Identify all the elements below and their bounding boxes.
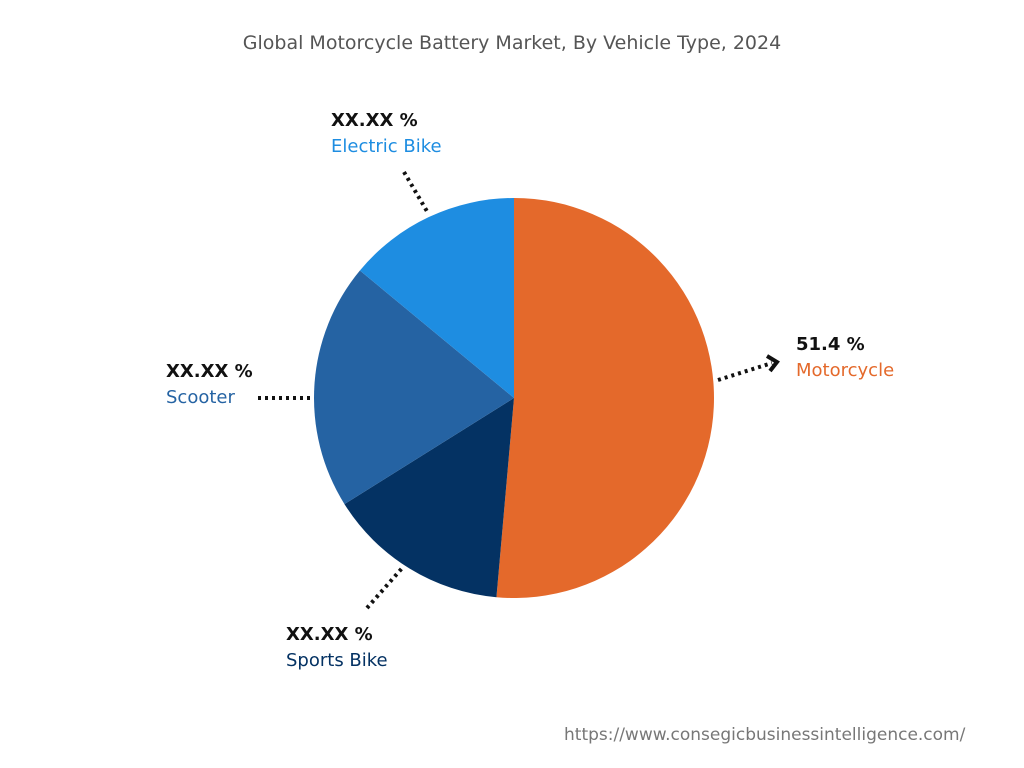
slice-name-label: Motorcycle — [796, 360, 895, 381]
pie-slice-scooter — [313, 270, 514, 505]
slice-value-label: XX.XX % — [331, 110, 418, 131]
source-url[interactable]: https://www.consegicbusinessintelligence… — [564, 725, 966, 745]
label-sports-bike: XX.XX % Sports Bike — [286, 622, 388, 674]
pie-slice-motorcycle — [496, 198, 714, 599]
leader-line-motorcycle — [717, 361, 773, 382]
label-electric-bike: XX.XX % Electric Bike — [331, 108, 442, 160]
chart-title: Global Motorcycle Battery Market, By Veh… — [242, 32, 782, 54]
label-scooter: XX.XX % Scooter — [166, 359, 253, 411]
pie-slice-sports-bike — [344, 398, 514, 598]
slice-value-label: 51.4 % — [796, 334, 865, 355]
pie-slice-electric-bike — [359, 198, 514, 398]
label-motorcycle: 51.4 % Motorcycle — [796, 332, 894, 384]
slice-value-label: XX.XX % — [286, 624, 373, 645]
slice-name-label: Electric Bike — [331, 136, 442, 157]
slice-value-label: XX.XX % — [166, 361, 253, 382]
arrowhead-icon — [765, 354, 780, 373]
slice-name-label: Scooter — [166, 387, 235, 408]
slice-name-label: Sports Bike — [286, 650, 388, 671]
leader-line-sports-bike — [365, 564, 406, 610]
leader-line-electric-bike — [402, 170, 430, 215]
